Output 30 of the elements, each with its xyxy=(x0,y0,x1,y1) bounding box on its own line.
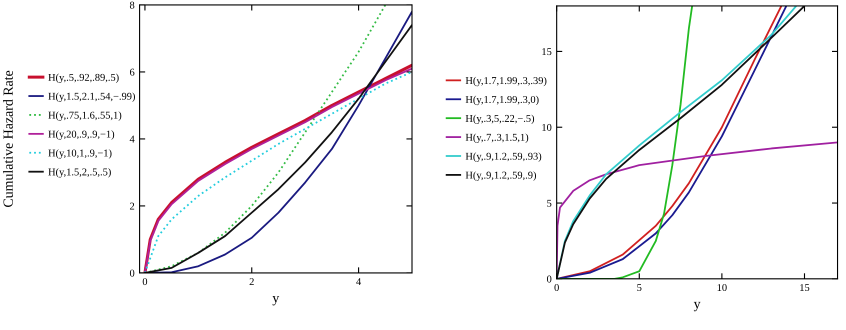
y-tick-label: 0 xyxy=(130,270,134,277)
legend-label: H(y,.3,5,.22,−.5) xyxy=(466,114,534,124)
y-tick-label: 5 xyxy=(547,200,552,207)
y-axis-title: Cumulative Hazard Rate xyxy=(3,70,13,208)
x-axis-title: y xyxy=(272,296,280,306)
x-tick-label: 0 xyxy=(142,278,148,286)
y-tick-label: 8 xyxy=(130,2,134,9)
y-tick-label: 15 xyxy=(542,48,552,56)
x-tick-label: 5 xyxy=(637,284,642,292)
legend-label: H(y,.5,.92,.89,.5) xyxy=(48,74,119,84)
y-tick-label: 6 xyxy=(130,68,134,76)
x-tick-label: 4 xyxy=(356,278,362,285)
x-axis-title: y xyxy=(694,302,701,312)
legend-label: H(y,1.5,2,.5,.5) xyxy=(48,168,111,178)
y-tick-label: 4 xyxy=(130,136,135,143)
legend-label: H(y,1.5,2.1,.54,−.99) xyxy=(48,92,135,102)
legend-label: H(y,1.7,1.99,.3,0) xyxy=(466,96,539,106)
x-tick-label: 0 xyxy=(554,284,559,292)
legend-label: H(y,.9,1.2,.59,.93) xyxy=(466,152,542,162)
x-tick-label: 15 xyxy=(800,284,810,292)
x-tick-label: 10 xyxy=(718,284,727,292)
legend-label: H(y,.9,1.2,.59,.9) xyxy=(466,171,536,181)
legend-label: H(y,10,1,.9,−1) xyxy=(48,149,112,159)
legend-label: H(y,.7,.3,1.5,1) xyxy=(466,134,528,143)
legend-label: H(y,20,.9,.9,−1) xyxy=(48,130,114,140)
legend-label: H(y,1.7,1.99,.3,.39) xyxy=(466,76,546,86)
y-tick-label: 2 xyxy=(130,202,134,210)
legend-label: H(y,.75,1.6,.55,1) xyxy=(48,111,122,121)
y-tick-label: 10 xyxy=(542,124,552,131)
x-tick-label: 2 xyxy=(250,278,254,285)
